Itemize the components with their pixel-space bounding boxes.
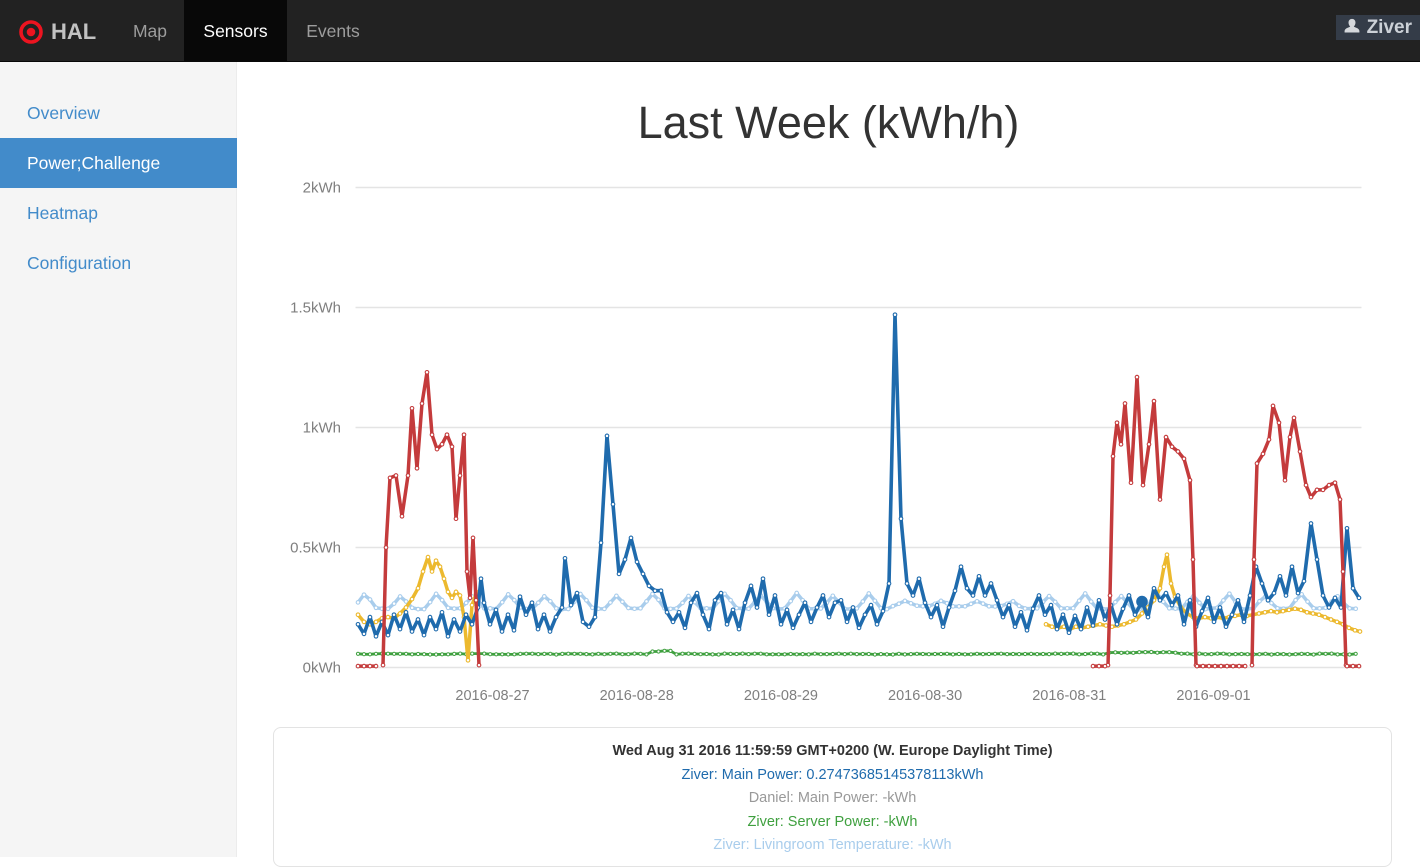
svg-text:2016-08-30: 2016-08-30: [888, 688, 962, 704]
svg-text:1kWh: 1kWh: [303, 420, 341, 437]
svg-text:0.5kWh: 0.5kWh: [290, 540, 341, 557]
svg-text:2016-08-31: 2016-08-31: [1032, 688, 1106, 704]
svg-text:2016-08-28: 2016-08-28: [600, 688, 674, 704]
svg-text:2016-08-29: 2016-08-29: [744, 688, 818, 704]
svg-text:2016-09-01: 2016-09-01: [1176, 688, 1250, 704]
svg-text:2016-08-27: 2016-08-27: [455, 688, 529, 704]
svg-text:1.5kWh: 1.5kWh: [290, 300, 341, 317]
svg-text:2kWh: 2kWh: [303, 180, 341, 197]
svg-text:0kWh: 0kWh: [303, 660, 341, 677]
